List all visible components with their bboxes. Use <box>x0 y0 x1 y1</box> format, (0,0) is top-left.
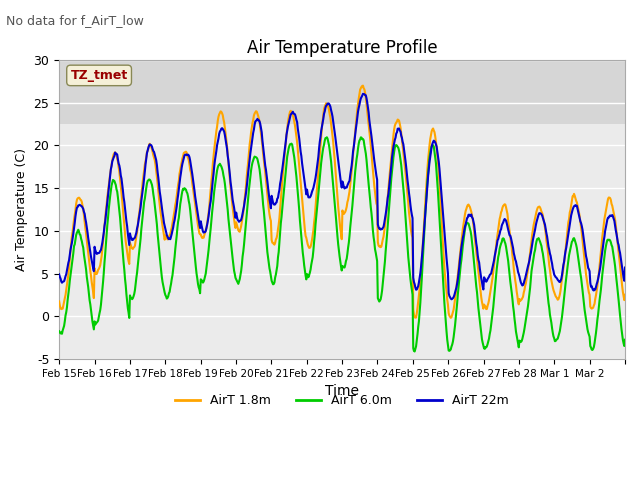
Bar <box>59 60 625 124</box>
X-axis label: Time: Time <box>325 384 359 398</box>
Y-axis label: Air Temperature (C): Air Temperature (C) <box>15 148 28 271</box>
Title: Air Temperature Profile: Air Temperature Profile <box>247 39 437 57</box>
Legend: AirT 1.8m, AirT 6.0m, AirT 22m: AirT 1.8m, AirT 6.0m, AirT 22m <box>170 389 514 412</box>
Text: TZ_tmet: TZ_tmet <box>70 69 128 82</box>
Text: No data for f_AirT_low: No data for f_AirT_low <box>6 14 144 27</box>
